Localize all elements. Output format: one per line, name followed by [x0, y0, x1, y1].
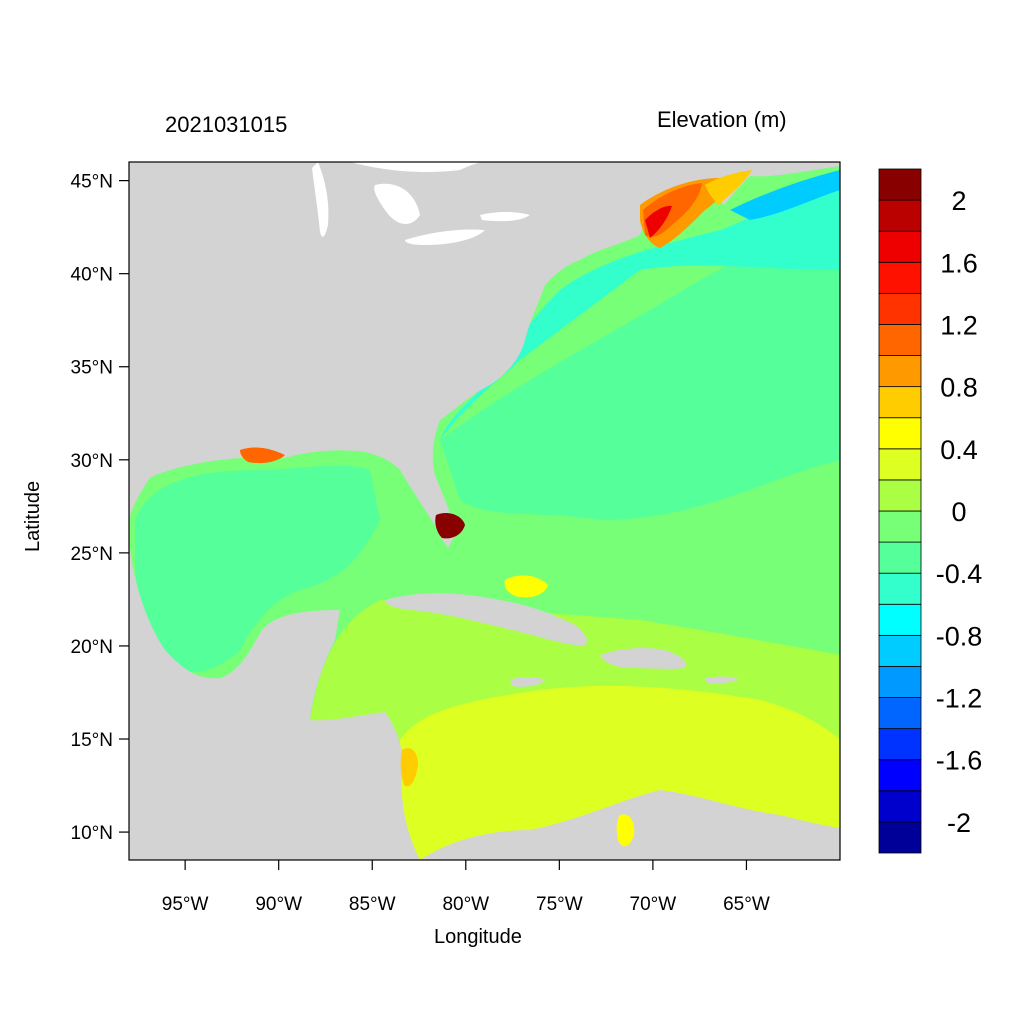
- mexico-central-america-landmass: [129, 540, 420, 860]
- colorbar-swatch: [878, 168, 922, 201]
- date-label: 2021031015: [165, 112, 288, 137]
- lon-tick-label: 85°W: [349, 894, 396, 915]
- colorbar-label: 0: [951, 497, 966, 527]
- longitude-ticks: 95°W 90°W 85°W 80°W 75°W 70°W 65°W: [162, 860, 770, 915]
- cuba-landmass: [385, 593, 587, 646]
- new-england-surge-peak: [645, 205, 672, 238]
- lake-ontario: [480, 211, 530, 222]
- lat-tick-label: 25°N: [71, 544, 113, 565]
- colorbar-swatch: [878, 417, 922, 450]
- jamaica-landmass: [510, 677, 545, 687]
- variable-label: Elevation (m): [657, 107, 787, 132]
- colorbar-label: 2: [951, 186, 966, 216]
- colorbar-swatch: [878, 759, 922, 792]
- lat-tick-label: 30°N: [71, 451, 113, 472]
- colorbar-swatch: [878, 821, 922, 854]
- colorbar-label: -2: [947, 808, 971, 838]
- colorbar-swatch: [878, 603, 922, 636]
- bahamas-zone: [504, 575, 548, 598]
- nicaragua-coast-zone: [400, 748, 418, 787]
- colorbar-swatch: [878, 324, 922, 356]
- colorbar-swatch: [878, 292, 922, 325]
- lake-michigan: [312, 162, 329, 237]
- lat-tick-label: 15°N: [71, 730, 113, 751]
- colorbar-label: -0.4: [936, 559, 983, 589]
- gulf-of-maine-low: [730, 170, 840, 220]
- lon-tick-label: 90°W: [255, 894, 302, 915]
- map-plot-area: [129, 162, 840, 860]
- colorbar-label: 0.8: [940, 373, 978, 403]
- colorbar-label: 1.2: [940, 310, 978, 340]
- colorbar-swatch: [878, 572, 922, 605]
- colorbar-label: -1.6: [936, 746, 983, 776]
- colorbar-swatch: [878, 541, 922, 574]
- colorbar-swatch: [878, 728, 922, 761]
- colorbar-swatch: [878, 386, 922, 419]
- gulf-maine-surge: [705, 170, 752, 205]
- colorbar-label: -1.2: [936, 684, 983, 714]
- lon-tick-label: 75°W: [536, 894, 583, 915]
- colorbar-label: 1.6: [940, 248, 978, 278]
- colorbar-swatch: [878, 230, 922, 263]
- colorbar-swatch: [878, 448, 922, 481]
- lake-erie: [405, 229, 485, 245]
- lat-tick-label: 35°N: [71, 358, 113, 379]
- north-america-landmass: [129, 162, 840, 542]
- colorbar-swatch: [878, 199, 922, 232]
- colorbar-swatch: [878, 261, 922, 294]
- lake-superior: [350, 162, 485, 173]
- lon-tick-label: 70°W: [630, 894, 677, 915]
- colorbar-swatch: [878, 666, 922, 698]
- colorbar-swatch: [878, 697, 922, 730]
- colorbar: -2 -1.6 -1.2 -0.8 -0.4 0 0.4 0.8 1.2 1.6 2: [878, 168, 983, 854]
- puerto-rico-landmass: [705, 676, 738, 684]
- lon-tick-label: 65°W: [723, 894, 770, 915]
- colorbar-swatch: [878, 790, 922, 823]
- maritimes-landmass: [700, 162, 840, 205]
- atlantic-coastal-zone: [440, 175, 840, 440]
- lon-tick-label: 95°W: [162, 894, 209, 915]
- gulf-of-mexico-zone: [135, 465, 380, 673]
- hispaniola-landmass: [600, 647, 687, 669]
- latitude-ticks: 45°N 40°N 35°N 30°N 25°N 20°N 15°N 10°N: [71, 172, 129, 844]
- lat-tick-label: 40°N: [71, 265, 113, 286]
- map-frame: [128, 161, 841, 861]
- south-florida-surge: [435, 513, 465, 539]
- x-axis-title: Longitude: [434, 926, 522, 948]
- colorbar-swatch: [878, 355, 922, 388]
- colorbar-label: -0.8: [936, 621, 983, 651]
- lon-tick-label: 80°W: [442, 894, 489, 915]
- colorbar-label: 0.4: [940, 435, 978, 465]
- lat-tick-label: 20°N: [71, 637, 113, 658]
- lake-huron: [374, 183, 420, 225]
- lake-maracaibo-zone: [616, 814, 635, 847]
- colorbar-swatch: [878, 634, 922, 667]
- louisiana-coast-surge: [240, 447, 285, 464]
- lat-tick-label: 10°N: [71, 823, 113, 844]
- colorbar-swatch: [878, 479, 922, 512]
- lat-tick-label: 45°N: [71, 172, 113, 193]
- colorbar-swatch: [878, 510, 922, 543]
